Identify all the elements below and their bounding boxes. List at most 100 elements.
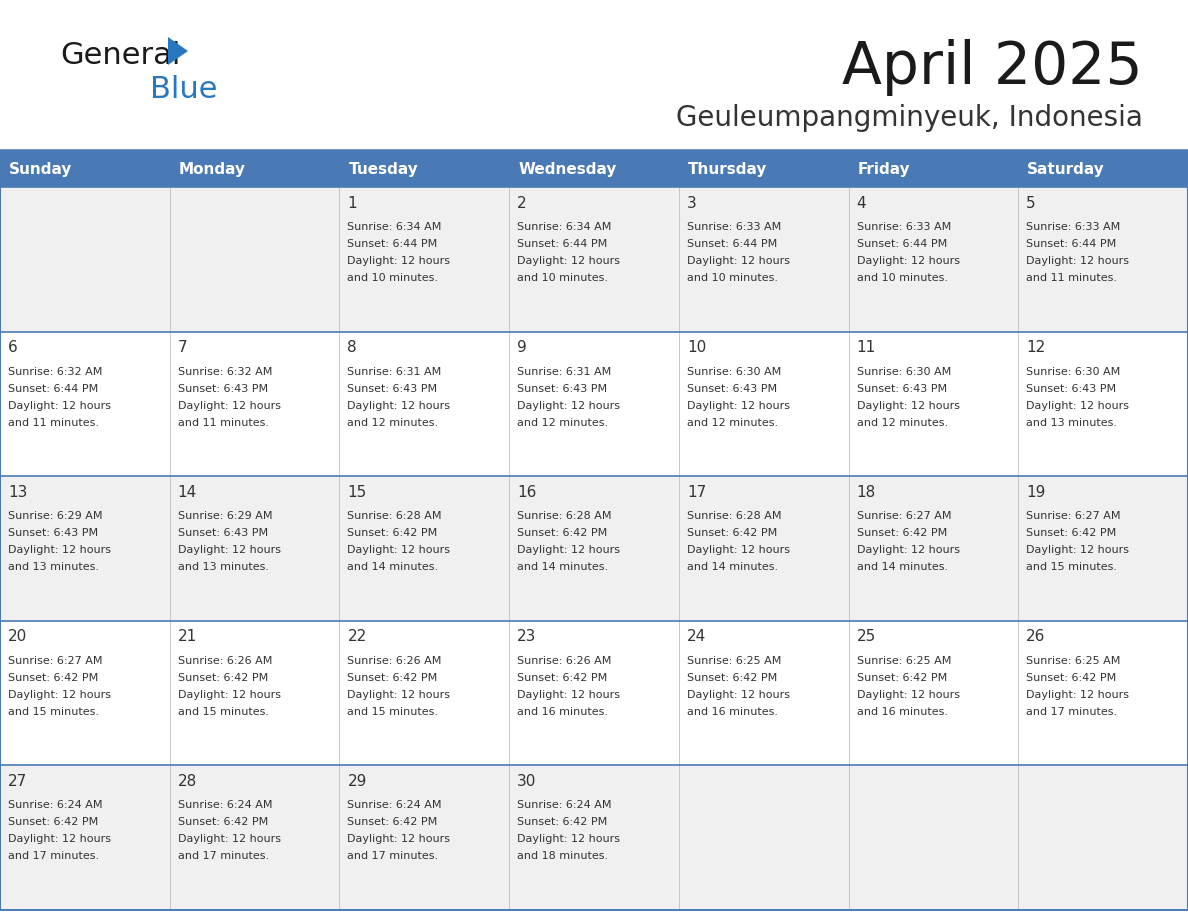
Text: Daylight: 12 hours: Daylight: 12 hours bbox=[8, 400, 110, 410]
Text: Sunrise: 6:24 AM: Sunrise: 6:24 AM bbox=[517, 800, 612, 811]
Bar bbox=[1018, 152, 1188, 187]
Text: Sunset: 6:44 PM: Sunset: 6:44 PM bbox=[1026, 239, 1117, 249]
Text: Daylight: 12 hours: Daylight: 12 hours bbox=[857, 689, 960, 700]
Text: 25: 25 bbox=[857, 630, 876, 644]
Text: Sunset: 6:42 PM: Sunset: 6:42 PM bbox=[347, 817, 437, 827]
Text: and 17 minutes.: and 17 minutes. bbox=[347, 851, 438, 861]
Text: 28: 28 bbox=[178, 774, 197, 789]
Text: and 15 minutes.: and 15 minutes. bbox=[347, 707, 438, 717]
Text: 16: 16 bbox=[517, 485, 537, 499]
Text: Sunrise: 6:28 AM: Sunrise: 6:28 AM bbox=[687, 511, 782, 521]
Text: and 14 minutes.: and 14 minutes. bbox=[857, 562, 948, 572]
Text: and 10 minutes.: and 10 minutes. bbox=[687, 273, 778, 283]
Text: Daylight: 12 hours: Daylight: 12 hours bbox=[8, 689, 110, 700]
Text: Daylight: 12 hours: Daylight: 12 hours bbox=[857, 545, 960, 555]
Text: Sunrise: 6:26 AM: Sunrise: 6:26 AM bbox=[178, 655, 272, 666]
Text: Daylight: 12 hours: Daylight: 12 hours bbox=[347, 689, 450, 700]
Text: 22: 22 bbox=[347, 630, 367, 644]
Text: Daylight: 12 hours: Daylight: 12 hours bbox=[517, 400, 620, 410]
Text: Daylight: 12 hours: Daylight: 12 hours bbox=[347, 400, 450, 410]
Bar bbox=[848, 152, 1018, 187]
Text: and 12 minutes.: and 12 minutes. bbox=[857, 418, 948, 428]
Text: Daylight: 12 hours: Daylight: 12 hours bbox=[517, 256, 620, 266]
Text: 18: 18 bbox=[857, 485, 876, 499]
Text: and 10 minutes.: and 10 minutes. bbox=[347, 273, 438, 283]
Text: Sunset: 6:42 PM: Sunset: 6:42 PM bbox=[857, 528, 947, 538]
Bar bbox=[340, 152, 510, 187]
Text: Daylight: 12 hours: Daylight: 12 hours bbox=[687, 545, 790, 555]
Text: Sunrise: 6:28 AM: Sunrise: 6:28 AM bbox=[517, 511, 612, 521]
Text: Sunrise: 6:27 AM: Sunrise: 6:27 AM bbox=[1026, 511, 1120, 521]
Text: Tuesday: Tuesday bbox=[348, 162, 418, 177]
Text: Daylight: 12 hours: Daylight: 12 hours bbox=[1026, 545, 1130, 555]
Text: 1: 1 bbox=[347, 196, 358, 210]
Bar bbox=[678, 152, 848, 187]
Text: April 2025: April 2025 bbox=[842, 39, 1143, 96]
Text: Daylight: 12 hours: Daylight: 12 hours bbox=[517, 689, 620, 700]
Text: Daylight: 12 hours: Daylight: 12 hours bbox=[178, 400, 280, 410]
Text: Sunset: 6:43 PM: Sunset: 6:43 PM bbox=[687, 384, 777, 394]
Text: Daylight: 12 hours: Daylight: 12 hours bbox=[1026, 400, 1130, 410]
Text: 15: 15 bbox=[347, 485, 367, 499]
Text: and 17 minutes.: and 17 minutes. bbox=[1026, 707, 1118, 717]
Text: and 13 minutes.: and 13 minutes. bbox=[178, 562, 268, 572]
Text: Sunset: 6:42 PM: Sunset: 6:42 PM bbox=[517, 673, 607, 683]
Text: Sunset: 6:42 PM: Sunset: 6:42 PM bbox=[1026, 528, 1117, 538]
Text: Blue: Blue bbox=[150, 75, 217, 105]
Text: Sunset: 6:42 PM: Sunset: 6:42 PM bbox=[347, 673, 437, 683]
Text: and 12 minutes.: and 12 minutes. bbox=[517, 418, 608, 428]
Bar bbox=[0, 621, 1188, 766]
Text: Daylight: 12 hours: Daylight: 12 hours bbox=[857, 400, 960, 410]
Text: Daylight: 12 hours: Daylight: 12 hours bbox=[347, 545, 450, 555]
Text: 29: 29 bbox=[347, 774, 367, 789]
Text: 30: 30 bbox=[517, 774, 537, 789]
Text: and 13 minutes.: and 13 minutes. bbox=[8, 562, 99, 572]
Text: Sunset: 6:43 PM: Sunset: 6:43 PM bbox=[1026, 384, 1117, 394]
Text: Daylight: 12 hours: Daylight: 12 hours bbox=[8, 545, 110, 555]
Text: Sunrise: 6:26 AM: Sunrise: 6:26 AM bbox=[347, 655, 442, 666]
Text: Sunrise: 6:33 AM: Sunrise: 6:33 AM bbox=[1026, 222, 1120, 232]
Text: Sunrise: 6:24 AM: Sunrise: 6:24 AM bbox=[8, 800, 102, 811]
Text: Monday: Monday bbox=[178, 162, 246, 177]
Bar bbox=[510, 152, 678, 187]
Text: 8: 8 bbox=[347, 340, 358, 355]
Text: Sunrise: 6:26 AM: Sunrise: 6:26 AM bbox=[517, 655, 612, 666]
Text: and 15 minutes.: and 15 minutes. bbox=[1026, 562, 1117, 572]
Text: and 16 minutes.: and 16 minutes. bbox=[857, 707, 948, 717]
Text: Geuleumpangminyeuk, Indonesia: Geuleumpangminyeuk, Indonesia bbox=[676, 104, 1143, 132]
Text: 6: 6 bbox=[8, 340, 18, 355]
Text: 19: 19 bbox=[1026, 485, 1045, 499]
Text: Sunset: 6:42 PM: Sunset: 6:42 PM bbox=[857, 673, 947, 683]
Text: Sunrise: 6:24 AM: Sunrise: 6:24 AM bbox=[178, 800, 272, 811]
Text: and 16 minutes.: and 16 minutes. bbox=[517, 707, 608, 717]
Text: Sunset: 6:43 PM: Sunset: 6:43 PM bbox=[517, 384, 607, 394]
Text: Sunrise: 6:25 AM: Sunrise: 6:25 AM bbox=[1026, 655, 1120, 666]
Text: Sunrise: 6:25 AM: Sunrise: 6:25 AM bbox=[857, 655, 950, 666]
Text: Sunset: 6:42 PM: Sunset: 6:42 PM bbox=[687, 673, 777, 683]
Text: 26: 26 bbox=[1026, 630, 1045, 644]
Text: and 10 minutes.: and 10 minutes. bbox=[517, 273, 608, 283]
Text: and 13 minutes.: and 13 minutes. bbox=[1026, 418, 1117, 428]
Text: Daylight: 12 hours: Daylight: 12 hours bbox=[1026, 256, 1130, 266]
Text: Saturday: Saturday bbox=[1028, 162, 1105, 177]
Text: Sunrise: 6:32 AM: Sunrise: 6:32 AM bbox=[178, 366, 272, 376]
Text: 21: 21 bbox=[178, 630, 197, 644]
Text: and 16 minutes.: and 16 minutes. bbox=[687, 707, 778, 717]
Bar bbox=[170, 152, 340, 187]
Text: Sunrise: 6:34 AM: Sunrise: 6:34 AM bbox=[517, 222, 612, 232]
Text: Sunset: 6:44 PM: Sunset: 6:44 PM bbox=[517, 239, 607, 249]
Text: and 11 minutes.: and 11 minutes. bbox=[178, 418, 268, 428]
Text: Sunset: 6:42 PM: Sunset: 6:42 PM bbox=[178, 817, 268, 827]
Text: Sunrise: 6:25 AM: Sunrise: 6:25 AM bbox=[687, 655, 782, 666]
Text: and 12 minutes.: and 12 minutes. bbox=[687, 418, 778, 428]
Text: and 14 minutes.: and 14 minutes. bbox=[517, 562, 608, 572]
Text: 7: 7 bbox=[178, 340, 188, 355]
Text: Sunrise: 6:31 AM: Sunrise: 6:31 AM bbox=[347, 366, 442, 376]
Text: Sunset: 6:43 PM: Sunset: 6:43 PM bbox=[178, 528, 267, 538]
Bar bbox=[0, 152, 170, 187]
Text: and 11 minutes.: and 11 minutes. bbox=[8, 418, 99, 428]
Bar bbox=[0, 476, 1188, 621]
Text: General: General bbox=[61, 40, 181, 70]
Text: Sunrise: 6:34 AM: Sunrise: 6:34 AM bbox=[347, 222, 442, 232]
Text: Daylight: 12 hours: Daylight: 12 hours bbox=[687, 400, 790, 410]
